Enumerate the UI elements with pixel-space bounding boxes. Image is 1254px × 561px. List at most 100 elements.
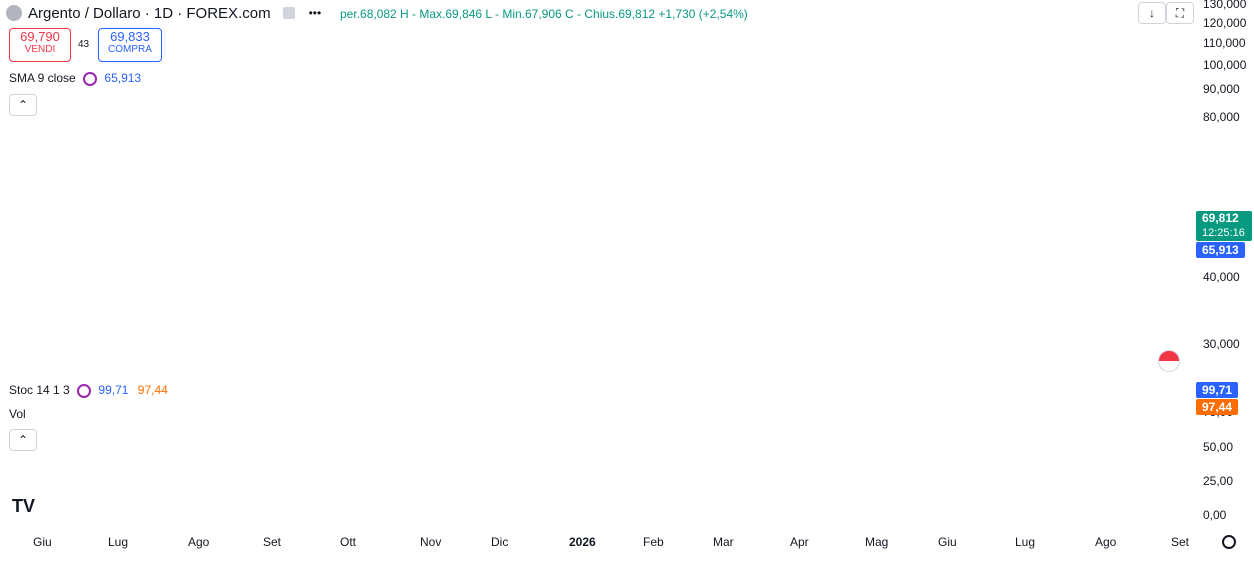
candle — [1084, 175, 1087, 179]
more-button[interactable]: ••• — [308, 6, 322, 20]
candle — [931, 173, 935, 180]
candle — [808, 119, 811, 125]
candle — [506, 150, 509, 164]
candle — [26, 311, 29, 322]
candle — [29, 314, 33, 322]
candle — [811, 118, 815, 122]
candle — [349, 224, 353, 229]
candle — [437, 215, 440, 219]
candle — [386, 235, 389, 241]
price-axis-label: 30,000 — [1203, 337, 1240, 351]
candle — [626, 122, 629, 129]
candle — [1138, 151, 1142, 157]
candle — [706, 93, 709, 107]
candle — [18, 313, 22, 320]
stoch-k-tag: 99,71 — [1196, 382, 1239, 398]
candle — [720, 100, 724, 105]
sma-line — [1, 52, 1163, 326]
candle — [208, 276, 211, 281]
candle — [1077, 173, 1080, 183]
candle — [229, 267, 233, 276]
candle — [553, 124, 556, 130]
candle — [644, 119, 647, 124]
time-axis-label: Lug — [1015, 535, 1036, 549]
time-axis-label: Dic — [491, 535, 509, 549]
candle — [513, 146, 516, 152]
candle — [517, 138, 520, 154]
stoch-axis-label: 25,00 — [1203, 473, 1234, 488]
candle — [1106, 168, 1109, 171]
candle — [393, 232, 396, 241]
candle — [222, 271, 226, 277]
time-axis-label: Apr — [790, 535, 809, 549]
candle — [55, 300, 58, 312]
candle — [1131, 157, 1135, 166]
candle — [593, 44, 596, 70]
candle — [571, 125, 575, 129]
time-axis-label: Feb — [643, 535, 664, 549]
candle — [1055, 179, 1058, 187]
candle — [1117, 160, 1120, 171]
candle — [44, 303, 47, 309]
candle — [186, 283, 189, 289]
settings-gear-icon[interactable] — [1222, 535, 1236, 549]
candle — [1044, 182, 1047, 191]
candle — [746, 115, 749, 125]
candle — [902, 137, 906, 150]
collapse-stoch-button[interactable]: ⌃ — [9, 429, 37, 451]
time-axis-label: 2026 — [569, 535, 596, 549]
candle — [84, 296, 87, 301]
sma-legend[interactable]: SMA 9 close 65,913 — [9, 71, 141, 86]
candle — [709, 95, 713, 104]
candle — [364, 227, 367, 230]
candle — [33, 313, 36, 319]
candle — [764, 131, 767, 137]
candle — [251, 255, 255, 262]
candle — [197, 273, 200, 286]
candle — [189, 280, 193, 286]
time-axis-label: Giu — [938, 535, 957, 549]
candle — [1153, 146, 1156, 151]
stoch-k-line — [1, 377, 1162, 506]
candle — [1011, 189, 1015, 200]
candle — [1018, 187, 1022, 197]
candle — [866, 114, 869, 120]
candle — [615, 84, 618, 114]
candle — [560, 120, 564, 131]
candle — [284, 232, 287, 239]
forex-logo-icon — [6, 5, 22, 21]
candle — [404, 223, 407, 238]
candle — [611, 75, 615, 89]
candle — [888, 129, 891, 139]
buy-button[interactable]: 69,833 COMPRA — [98, 28, 162, 62]
candle — [117, 291, 120, 297]
candle — [957, 182, 960, 187]
stoch-legend[interactable]: Stoc 14 1 3 99,71 97,44 — [9, 383, 168, 398]
candle — [666, 108, 669, 117]
candle — [789, 124, 793, 135]
compare-icon[interactable] — [282, 7, 295, 19]
candle — [935, 174, 938, 184]
candle — [211, 270, 215, 280]
fullscreen-button[interactable]: ⛶ — [1166, 2, 1194, 24]
candle — [800, 119, 804, 125]
candle — [433, 213, 436, 218]
usa-flag-icon[interactable] — [1158, 350, 1180, 372]
candle — [411, 217, 415, 233]
candle — [1069, 171, 1073, 183]
candle — [975, 182, 978, 189]
sell-button[interactable]: 69,790 VENDI — [9, 28, 71, 62]
candle — [608, 51, 611, 79]
candle — [946, 174, 949, 179]
symbol-title[interactable]: Argento / Dollaro · 1D · FOREX.com — [28, 4, 271, 22]
download-button[interactable]: ↓ — [1138, 2, 1166, 24]
sell-label: VENDI — [24, 44, 56, 55]
collapse-legend-button[interactable]: ⌃ — [9, 94, 37, 116]
candle — [328, 219, 331, 229]
candle — [884, 122, 887, 133]
candle — [80, 297, 84, 300]
candle — [258, 247, 262, 260]
candle — [528, 132, 531, 144]
candle — [964, 179, 967, 182]
